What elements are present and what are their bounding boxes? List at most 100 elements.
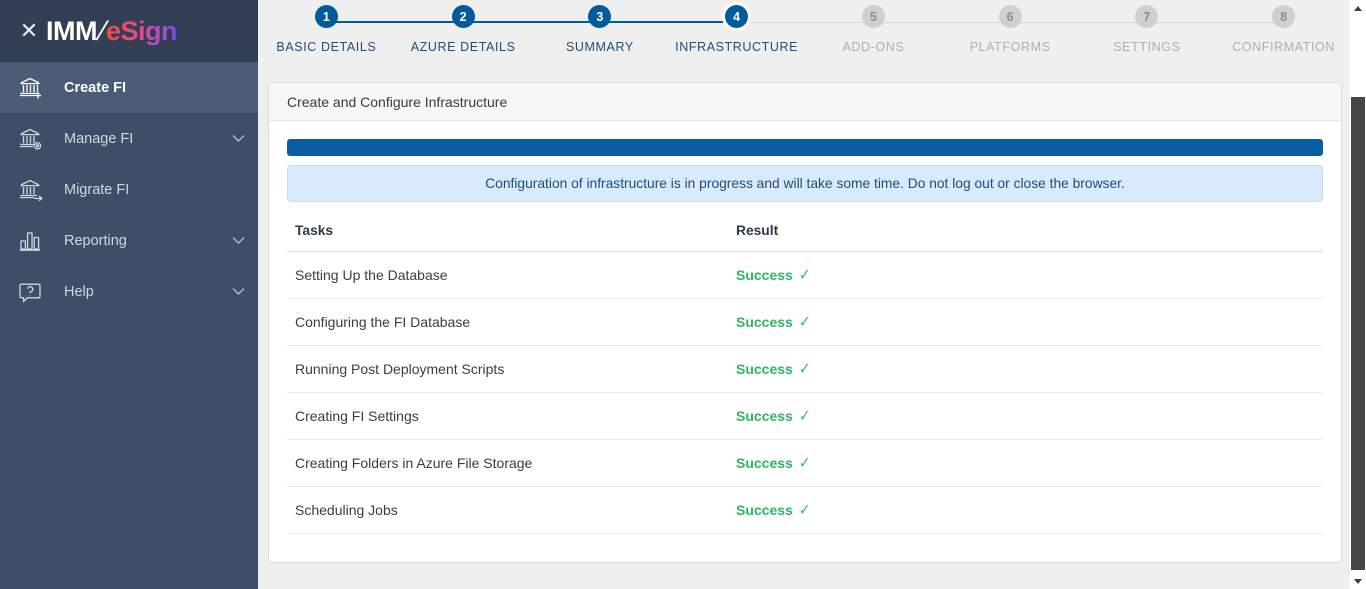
bank-plus-icon <box>0 76 64 100</box>
step-infrastructure[interactable]: 4 INFRASTRUCTURE <box>668 0 874 72</box>
task-result: Success ✓ <box>728 392 1323 440</box>
step-summary[interactable]: 3 SUMMARY <box>532 0 737 72</box>
sidebar-item-label: Create FI <box>64 79 127 96</box>
step-number-badge: 2 <box>451 5 475 28</box>
task-result-text: Success <box>736 361 793 377</box>
step-number-badge: 4 <box>725 5 749 28</box>
chevron-down-icon[interactable] <box>218 236 258 245</box>
scroll-up-arrow-icon[interactable] <box>1350 0 1366 16</box>
question-bubble-icon <box>0 280 64 304</box>
bar-chart-icon <box>0 229 64 253</box>
step-confirmation[interactable]: 8 CONFIRMATION <box>1215 0 1352 72</box>
task-result: Success ✓ <box>728 298 1323 346</box>
step-settings[interactable]: 7 SETTINGS <box>1079 0 1284 72</box>
table-row: Setting Up the Database Success ✓ <box>287 251 1323 299</box>
table-row: Running Post Deployment Scripts Success ✓ <box>287 345 1323 393</box>
step-label: AZURE DETAILS <box>410 40 516 54</box>
task-name: Configuring the FI Database <box>287 298 728 346</box>
bank-gear-icon <box>0 127 64 151</box>
task-name: Creating FI Settings <box>287 392 728 440</box>
table-row: Configuring the FI Database Success ✓ <box>287 298 1323 346</box>
step-number-badge: 6 <box>998 5 1022 28</box>
step-number-badge: 3 <box>588 5 612 28</box>
sidebar-item-manage-fi[interactable]: Manage FI <box>0 113 258 164</box>
step-label: ADD-ONS <box>842 40 905 54</box>
sidebar-item-reporting[interactable]: Reporting <box>0 215 258 266</box>
sidebar-item-label: Manage FI <box>64 130 134 147</box>
step-basic-details[interactable]: 1 BASIC DETAILS <box>258 0 464 72</box>
sidebar-item-label: Reporting <box>64 232 127 249</box>
task-result: Success ✓ <box>728 251 1323 299</box>
sidebar: ✕ IMM / eSign <box>0 0 258 589</box>
progress-bar <box>287 139 1323 156</box>
task-result-text: Success <box>736 502 793 518</box>
task-result: Success ✓ <box>728 486 1323 534</box>
task-result-text: Success <box>736 314 793 330</box>
sidebar-item-label: Migrate FI <box>64 181 130 198</box>
task-result-text: Success <box>736 408 793 424</box>
step-connector <box>463 21 600 23</box>
sidebar-item-help[interactable]: Help <box>0 266 258 317</box>
column-header-result: Result <box>728 221 1323 252</box>
step-connector <box>599 21 737 23</box>
check-icon: ✓ <box>798 408 811 425</box>
step-label: SUMMARY <box>565 40 634 54</box>
bank-arrow-icon <box>0 178 64 202</box>
scrollbar-thumb[interactable] <box>1351 97 1365 570</box>
task-name: Running Post Deployment Scripts <box>287 345 728 393</box>
step-label: CONFIRMATION <box>1232 40 1336 54</box>
step-number-badge: 1 <box>314 5 338 28</box>
scroll-down-arrow-icon[interactable] <box>1350 573 1366 589</box>
page-scrollbar[interactable] <box>1350 0 1366 589</box>
table-header-row: Tasks Result <box>287 221 1323 252</box>
task-name: Scheduling Jobs <box>287 486 728 534</box>
task-name: Creating Folders in Azure File Storage <box>287 439 728 487</box>
close-icon[interactable]: ✕ <box>19 18 39 43</box>
sidebar-item-migrate-fi[interactable]: Migrate FI <box>0 164 258 215</box>
table-row: Creating Folders in Azure File Storage S… <box>287 439 1323 487</box>
step-connector <box>326 21 464 23</box>
step-number-badge: 5 <box>861 5 885 28</box>
wizard-stepper: 1 BASIC DETAILS 2 AZURE DETAILS 3 SUMMAR… <box>258 0 1352 72</box>
progress-bar-fill <box>287 139 1323 156</box>
step-label: PLATFORMS <box>969 40 1051 54</box>
infrastructure-panel: Create and Configure Infrastructure Conf… <box>268 82 1342 563</box>
panel-body: Configuration of infrastructure is in pr… <box>269 121 1341 562</box>
step-number-badge: 7 <box>1135 5 1159 28</box>
sidebar-item-create-fi[interactable]: Create FI <box>0 62 258 113</box>
sidebar-item-label: Help <box>64 283 94 300</box>
check-icon: ✓ <box>798 267 811 284</box>
task-result-text: Success <box>736 267 793 283</box>
check-icon: ✓ <box>798 455 811 472</box>
step-connector <box>873 22 1011 23</box>
task-name: Setting Up the Database <box>287 251 728 299</box>
column-header-tasks: Tasks <box>287 221 728 252</box>
app-logo: IMM / eSign <box>46 15 178 46</box>
info-alert: Configuration of infrastructure is in pr… <box>287 165 1323 202</box>
check-icon: ✓ <box>798 314 811 331</box>
step-connector <box>736 22 874 23</box>
logo-esign-text: eSign <box>106 15 178 46</box>
step-connector <box>1146 22 1284 23</box>
step-label: INFRASTRUCTURE <box>675 40 799 54</box>
tasks-table: Tasks Result Setting Up the Database Suc… <box>287 221 1323 534</box>
check-icon: ✓ <box>798 361 811 378</box>
step-label: SETTINGS <box>1113 40 1181 54</box>
sidebar-header: ✕ IMM / eSign <box>0 0 258 62</box>
step-azure-details[interactable]: 2 AZURE DETAILS <box>395 0 600 72</box>
task-result-text: Success <box>736 455 793 471</box>
step-platforms[interactable]: 6 PLATFORMS <box>942 0 1147 72</box>
step-connector <box>1010 22 1147 23</box>
step-number-badge: 8 <box>1272 5 1296 28</box>
task-result: Success ✓ <box>728 345 1323 393</box>
step-label: BASIC DETAILS <box>276 40 377 54</box>
table-row: Scheduling Jobs Success ✓ <box>287 486 1323 534</box>
task-result: Success ✓ <box>728 439 1323 487</box>
check-icon: ✓ <box>798 502 811 519</box>
chevron-down-icon[interactable] <box>218 134 258 143</box>
table-row: Creating FI Settings Success ✓ <box>287 392 1323 440</box>
step-add-ons[interactable]: 5 ADD-ONS <box>805 0 1011 72</box>
chevron-down-icon[interactable] <box>218 287 258 296</box>
logo-imm-text: IMM <box>46 15 97 46</box>
